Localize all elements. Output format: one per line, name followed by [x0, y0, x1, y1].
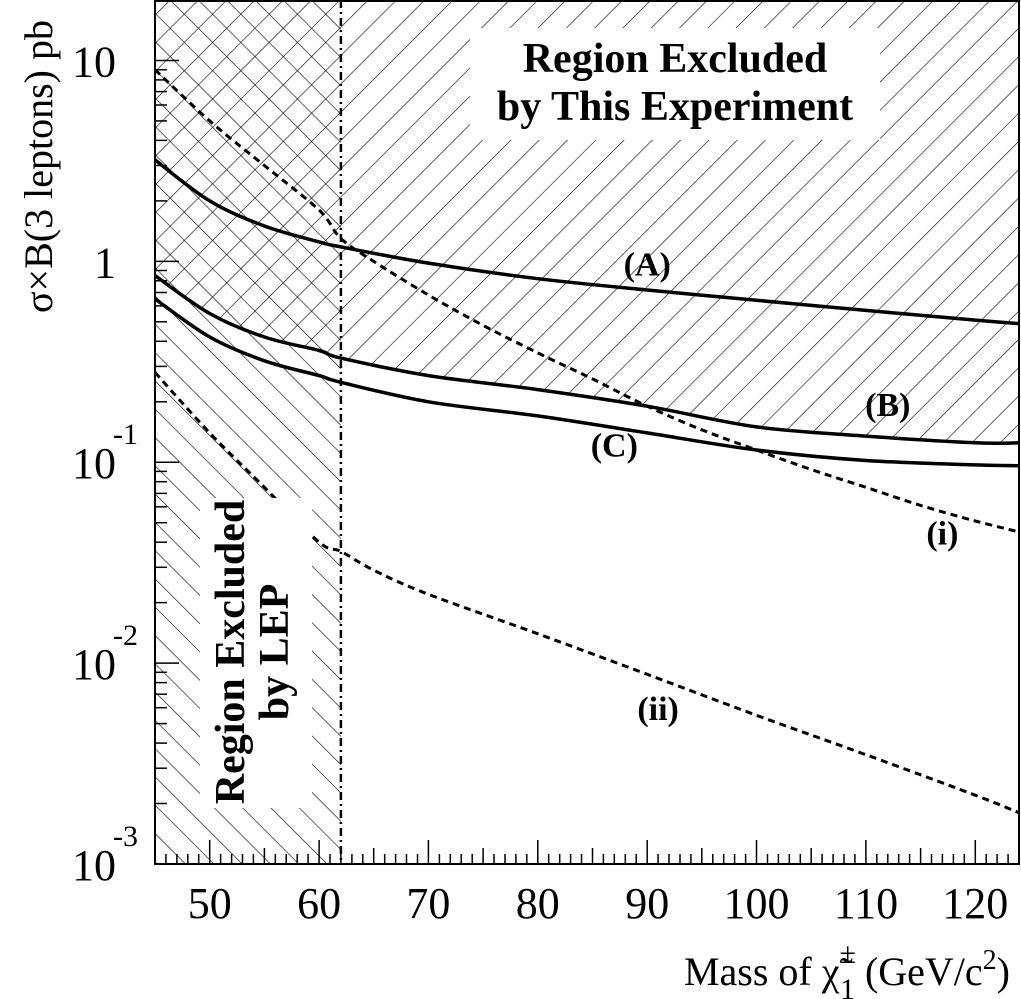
region-experiment-label-line: by This Experiment [497, 84, 853, 130]
x-tick-label: 70 [406, 879, 450, 928]
curve-label-c: (C) [591, 427, 638, 464]
curve-i [155, 68, 1019, 534]
y-tick-exponent: -2 [113, 619, 138, 652]
x-axis-title: Mass of χ̃± 1 (GeV/c2) [684, 937, 1010, 999]
y-axis-title: σ×B(3 leptons) pb [16, 20, 61, 313]
x-axis-title-part: 2 [983, 945, 997, 976]
region-lep-label-line: by LEP [252, 584, 298, 721]
y-tick-label: 10 [72, 841, 116, 890]
x-tick-label: 90 [625, 879, 669, 928]
curve-label-b: (B) [865, 387, 910, 424]
x-tick-label: 120 [942, 879, 1008, 928]
curve-b [155, 274, 1019, 446]
curve-c [155, 297, 1019, 468]
x-axis-title-part: Mass of [684, 949, 822, 994]
x-tick-label: 50 [188, 879, 232, 928]
curve-label-ii: (ii) [637, 691, 679, 728]
y-tick-exponent: -1 [113, 418, 138, 451]
curve-label-i: (i) [926, 515, 958, 552]
plot-frame [154, 0, 1020, 865]
curve-ii [155, 371, 1019, 815]
x-tick-label: 100 [724, 879, 790, 928]
axes: 50 60 70 80 90 100 110 12010110-110-210-3σ×B(3 … [16, 0, 1020, 999]
x-tick-label: 110 [834, 879, 898, 928]
x-axis-title-part: (GeV/c [855, 949, 983, 994]
curve-a [155, 158, 1019, 326]
y-tick-label: 10 [72, 38, 116, 87]
curve-label-a: (A) [624, 247, 671, 284]
curves [155, 68, 1019, 815]
region-experiment-label-bg [470, 28, 880, 140]
region-lep-label-line: Region Excluded [208, 500, 254, 805]
x-axis-title-part: ) [997, 949, 1010, 994]
y-tick-exponent: -3 [113, 820, 138, 853]
x-tick-label: 60 [297, 879, 341, 928]
region-lep-label-bg [200, 498, 312, 808]
x-axis-title-part: ± [839, 937, 855, 970]
region-experiment-label-line: Region Excluded [523, 36, 828, 82]
y-tick-label: 10 [72, 439, 116, 488]
x-tick-label: 80 [516, 879, 560, 928]
x-axis-title-part: 1 [840, 973, 855, 999]
y-tick-label: 1 [94, 238, 116, 287]
y-tick-label: 10 [72, 640, 116, 689]
